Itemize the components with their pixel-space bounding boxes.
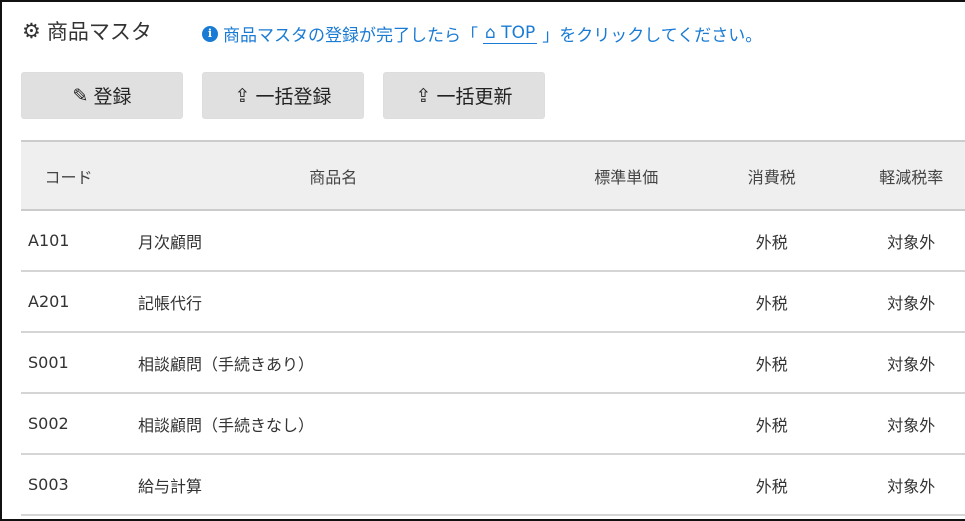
cell-price [550,393,703,455]
cell-name: 相談顧問（手続きあり） [115,332,551,394]
col-code[interactable]: コード [21,140,116,211]
page-title: ⚙ 商品マスタ [22,19,152,44]
cell-tax: 外税 [702,393,842,455]
cell-name: 月次顧問 [115,210,551,272]
table-row[interactable]: S001 相談顧問（手続きあり） 外税 対象外 [21,332,965,394]
col-reduced-rate[interactable]: 軽減税率 [841,140,965,211]
cell-price [550,454,703,516]
gear-icon: ⚙ [22,19,41,43]
cell-tax: 外税 [702,210,842,272]
col-name[interactable]: 商品名 [115,140,551,211]
cell-price [550,332,703,394]
cell-code: A201 [21,271,116,333]
cell-tax: 外税 [702,332,842,394]
table-row[interactable]: A201 記帳代行 外税 対象外 [21,271,965,333]
cell-reduced-rate: 対象外 [841,454,965,516]
cell-reduced-rate: 対象外 [841,271,965,333]
cell-name: 相談顧問（手続きなし） [115,393,551,455]
cell-reduced-rate: 対象外 [841,210,965,272]
cell-name: 記帳代行 [115,271,551,333]
upload-icon: ⇪ [415,84,432,107]
table-row[interactable]: S003 給与計算 外税 対象外 [21,454,965,516]
cell-price [550,271,703,333]
cell-tax: 外税 [702,454,842,516]
cell-reduced-rate: 対象外 [841,332,965,394]
cell-price [550,210,703,272]
info-message: i 商品マスタの登録が完了したら「 ⌂ TOP 」をクリックしてください。 [202,21,762,46]
cell-code: S001 [21,332,116,394]
top-link[interactable]: ⌂ TOP [483,23,538,44]
upload-icon: ⇪ [234,84,251,107]
cell-code: S003 [21,454,116,516]
bulk-register-button[interactable]: ⇪ 一括登録 [202,72,364,119]
cell-reduced-rate: 対象外 [841,393,965,455]
col-price[interactable]: 標準単価 [550,140,703,211]
cell-code: S002 [21,393,116,455]
table-row[interactable]: A101 月次顧問 外税 対象外 [21,210,965,272]
cell-tax: 外税 [702,271,842,333]
table-row[interactable]: S002 相談顧問（手続きなし） 外税 対象外 [21,393,965,455]
table-header: コード 商品名 標準単価 消費税 軽減税率 [21,140,965,211]
bulk-update-button[interactable]: ⇪ 一括更新 [383,72,545,119]
cell-code: A101 [21,210,116,272]
register-button[interactable]: ✎ 登録 [21,72,183,119]
cell-name: 給与計算 [115,454,551,516]
col-tax[interactable]: 消費税 [702,140,842,211]
info-circle-icon: i [202,25,218,42]
pencil-icon: ✎ [72,84,89,107]
product-table: コード 商品名 標準単価 消費税 軽減税率 A101 月次顧問 外税 対象外 A201 記… [21,140,965,516]
home-icon: ⌂ [485,23,496,43]
